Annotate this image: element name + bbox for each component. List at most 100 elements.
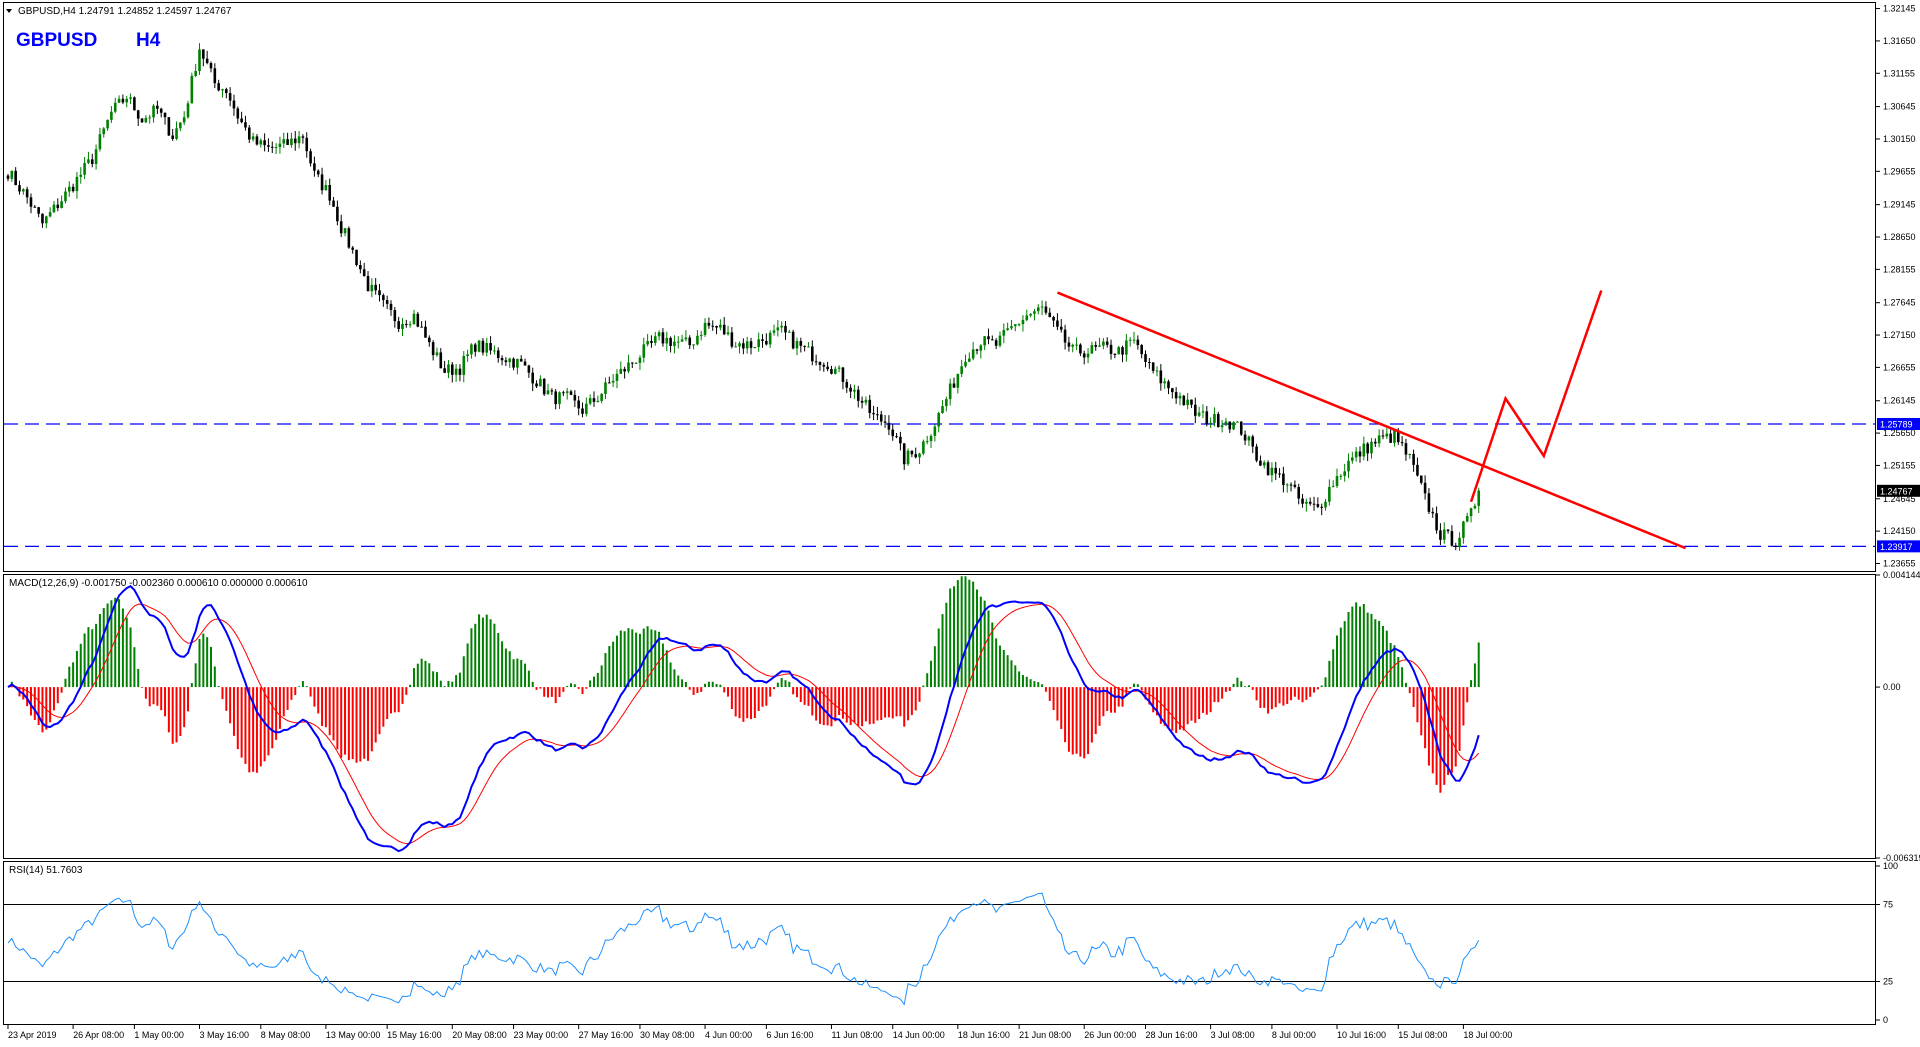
candle-body [1232, 422, 1235, 430]
candle-body [872, 412, 875, 415]
candle-body [87, 159, 90, 163]
macd-panel[interactable] [3, 574, 1876, 859]
candle-body [1228, 421, 1232, 430]
time-tick-label: 10 Jul 16:00 [1337, 1030, 1386, 1040]
candle-body [255, 136, 259, 145]
candle-body [259, 140, 263, 145]
candle-body [324, 185, 328, 191]
candle-body [267, 145, 270, 147]
candle-body [25, 189, 29, 198]
candle-body [240, 118, 243, 123]
candle-body [64, 191, 67, 202]
price-tick-label: 1.25155 [1883, 460, 1916, 470]
candle-body [71, 186, 75, 192]
rsi-panel[interactable] [3, 861, 1876, 1025]
candle-body [1213, 413, 1216, 423]
candle-body [1159, 370, 1163, 384]
candle-body [902, 443, 906, 465]
candle-body [860, 400, 864, 403]
candle-body [1255, 446, 1258, 461]
candle-body [416, 313, 420, 327]
time-tick-label: 4 Jun 00:00 [705, 1030, 752, 1040]
candle-body [1351, 457, 1354, 461]
candle-body [1155, 370, 1159, 372]
candle-body [730, 332, 734, 347]
candle-body [470, 344, 473, 355]
candle-body [10, 170, 14, 179]
rsi-indicator: 100 75 25 0 [4, 861, 1898, 1025]
time-tick-label: 20 May 08:00 [452, 1030, 507, 1040]
time-tick-label: 8 Jul 00:00 [1272, 1030, 1316, 1040]
candle-body [784, 325, 787, 333]
price-tick-label: 1.27150 [1883, 330, 1916, 340]
rsi-tick-label: 75 [1883, 900, 1893, 910]
candle-body [1102, 341, 1105, 346]
macd-tick-label: 0.004144 [1883, 570, 1920, 580]
candle-body [435, 352, 439, 356]
candle-body [945, 399, 948, 407]
time-tick-label: 23 May 00:00 [514, 1030, 569, 1040]
candle-body [1289, 484, 1293, 486]
candle-body [1048, 312, 1052, 318]
candle-body [1442, 529, 1446, 540]
candle-body [1109, 344, 1113, 354]
candle-body [922, 441, 925, 454]
price-tick-label: 1.25650 [1883, 428, 1916, 438]
candle-body [910, 450, 914, 455]
candle-body [98, 134, 102, 150]
candle-body [634, 362, 638, 364]
candle-body [1385, 433, 1389, 437]
candle-body [791, 331, 795, 349]
candle-body [1347, 460, 1350, 472]
candle-body [975, 349, 979, 351]
candle-body [1190, 399, 1193, 405]
candle-body [462, 356, 466, 375]
price-tick-label: 1.28155 [1883, 264, 1916, 274]
candle-body [320, 174, 324, 191]
candle-body [1033, 311, 1036, 314]
candle-body [286, 139, 289, 146]
price-panel[interactable] [3, 2, 1876, 572]
candle-body [638, 357, 642, 363]
candle-body [447, 364, 450, 373]
candle-body [1423, 482, 1427, 494]
macd-tick-label: -0.006319 [1883, 853, 1920, 863]
candle-body [129, 97, 132, 99]
time-axis: 23 Apr 2019 26 Apr 08:00 1 May 00:00 3 May … [7, 1024, 1512, 1040]
candle-body [642, 344, 646, 358]
candle-body [562, 392, 565, 394]
candle-body [313, 163, 316, 171]
candle-body [856, 389, 860, 401]
candle-body [726, 332, 730, 335]
candle-body [362, 269, 366, 276]
candle-body [401, 323, 404, 330]
candle-body [1090, 345, 1094, 354]
candle-body [941, 406, 944, 414]
candle-body [309, 151, 312, 164]
candle-body [719, 324, 722, 328]
candle-body [837, 367, 841, 369]
symbol-menu-arrow-icon[interactable] [6, 9, 12, 13]
candle-body [182, 117, 186, 123]
candle-body [1082, 353, 1086, 358]
candle-body [205, 58, 209, 64]
candle-body [883, 421, 887, 423]
candle-body [282, 139, 286, 144]
candle-body [546, 390, 550, 395]
candle-body [397, 321, 400, 330]
level-price-badge [1877, 540, 1920, 553]
candle-body [1063, 329, 1067, 343]
candle-body [481, 340, 485, 353]
candle-body [1270, 467, 1274, 476]
time-tick-label: 15 Jul 08:00 [1398, 1030, 1447, 1040]
candle-body [1010, 326, 1013, 329]
candle-body [133, 97, 136, 111]
candle-body [60, 201, 63, 209]
candle-body [619, 368, 623, 374]
candle-body [508, 358, 512, 363]
time-tick-label: 6 Jun 16:00 [766, 1030, 813, 1040]
candle-body [1393, 430, 1396, 443]
candle-body [703, 322, 707, 335]
price-tick-label: 1.28650 [1883, 232, 1916, 242]
